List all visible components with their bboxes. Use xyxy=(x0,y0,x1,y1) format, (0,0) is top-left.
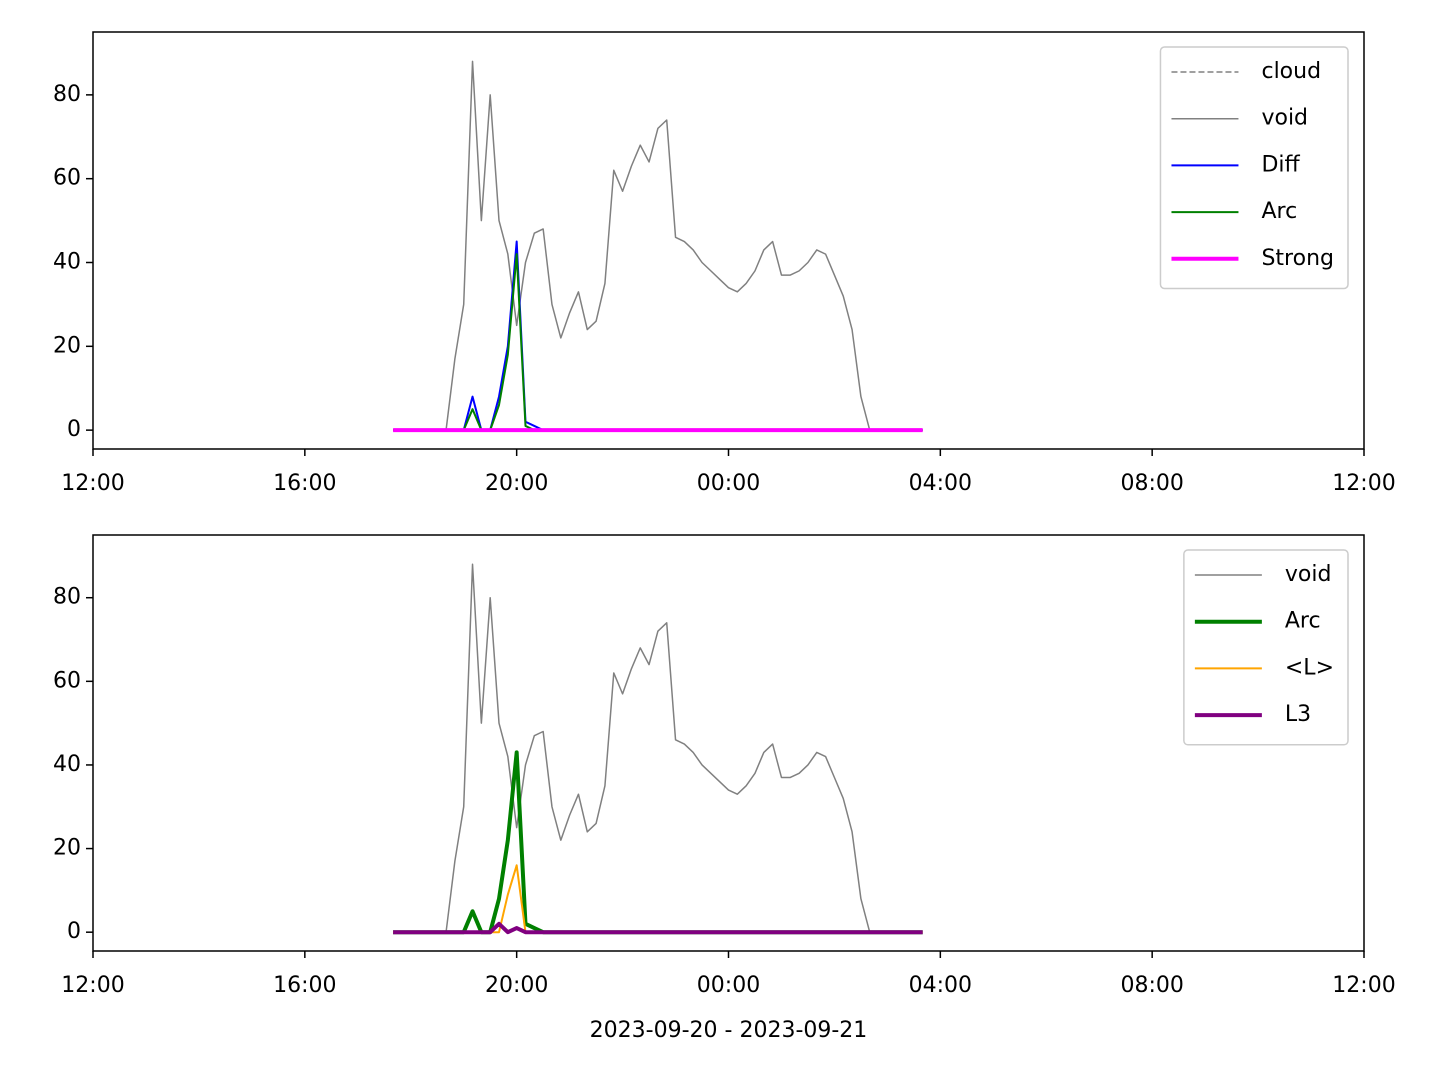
x-tick-label: 08:00 xyxy=(1120,471,1183,496)
legend: void Arc <L> L3 xyxy=(1183,549,1349,746)
data-line xyxy=(393,253,923,432)
x-tick-label: 04:00 xyxy=(909,471,972,496)
legend-box xyxy=(1183,549,1349,746)
legend-box xyxy=(1159,46,1349,290)
x-tick-label: 08:00 xyxy=(1120,973,1183,998)
x-tick-label: 12:00 xyxy=(61,973,124,998)
legend-label: void xyxy=(1261,106,1308,131)
subplot: 0 20 40 60 80 12:00 16:00 20:00 00:00 04:00 08:00 1… xyxy=(53,534,1396,1043)
x-tick-label: 00:00 xyxy=(697,973,760,998)
x-tick-label: 00:00 xyxy=(697,471,760,496)
data-line xyxy=(445,60,871,431)
y-tick-label: 40 xyxy=(53,752,81,777)
y-tick-label: 20 xyxy=(53,836,81,861)
legend-label: L3 xyxy=(1285,702,1311,727)
data-line xyxy=(393,240,923,432)
axes-frame xyxy=(92,534,1365,952)
x-tick-label: 16:00 xyxy=(273,973,336,998)
x-tick-label: 20:00 xyxy=(485,973,548,998)
legend-label: Arc xyxy=(1261,199,1297,224)
legend-label: <L> xyxy=(1285,655,1334,680)
data-line xyxy=(445,563,871,933)
y-tick-label: 0 xyxy=(67,919,81,944)
data-line xyxy=(393,921,923,935)
y-tick-label: 60 xyxy=(53,166,81,191)
legend-label: Arc xyxy=(1285,609,1321,634)
x-tick-label: 16:00 xyxy=(273,471,336,496)
legend: cloud void Diff Arc Strong xyxy=(1159,46,1349,290)
y-tick-label: 60 xyxy=(53,668,81,693)
x-tick-label: 12:00 xyxy=(1332,471,1395,496)
axes-frame xyxy=(92,31,1365,450)
y-tick-label: 80 xyxy=(53,82,81,107)
x-axis-label: 2023-09-20 - 2023-09-21 xyxy=(590,1018,868,1043)
x-tick-label: 12:00 xyxy=(1332,973,1395,998)
y-tick-label: 20 xyxy=(53,333,81,358)
subplot: 0 20 40 60 80 12:00 16:00 20:00 00:00 04:00 08:00 1… xyxy=(53,31,1396,496)
legend-label: Diff xyxy=(1261,152,1300,177)
y-tick-label: 40 xyxy=(53,250,81,275)
x-tick-label: 12:00 xyxy=(61,471,124,496)
x-tick-label: 04:00 xyxy=(909,973,972,998)
x-tick-label: 20:00 xyxy=(485,471,548,496)
y-tick-label: 80 xyxy=(53,585,81,610)
legend-label: Strong xyxy=(1261,246,1334,271)
legend-label: void xyxy=(1285,562,1332,587)
data-line xyxy=(393,750,923,935)
legend-label: cloud xyxy=(1261,59,1321,84)
data-line xyxy=(393,864,923,934)
y-tick-label: 0 xyxy=(67,417,81,442)
